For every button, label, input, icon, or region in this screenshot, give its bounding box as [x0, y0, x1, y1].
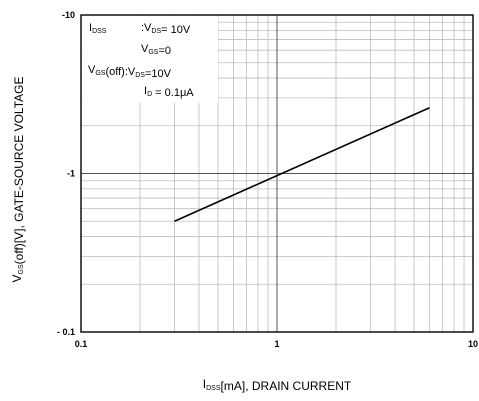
subscript: DS	[151, 28, 161, 35]
annotation-line-2: VGS=0	[141, 43, 171, 57]
text-run: :V	[141, 22, 152, 34]
y-axis-label: VGS(off)[V], GATE-SOURCE VOLTAGE	[10, 77, 26, 283]
series-layer	[174, 106, 430, 222]
text-run: I	[203, 377, 206, 391]
annotation-background	[82, 16, 218, 103]
x-tick-label: 1	[274, 339, 279, 349]
text-run: V	[10, 274, 24, 282]
text-run: (off):V	[105, 66, 135, 78]
text-run: I	[144, 85, 147, 97]
y-tick-label: -1	[67, 169, 75, 179]
subscript: D	[147, 91, 152, 98]
annotation-line-3: VGS(off):VDS=10V	[88, 64, 172, 80]
y-tick-label: - 0.1	[57, 327, 75, 337]
x-axis-label: IDSS[mA], DRAIN CURRENT	[203, 377, 352, 393]
x-tick-label: 10	[468, 339, 478, 349]
y-tick-label: -10	[62, 10, 75, 20]
annotation-line-1: :VDS= 10V	[141, 22, 191, 36]
x-tick-label: 0.1	[75, 339, 88, 349]
subscript: GS	[18, 264, 25, 274]
text-run: = 10V	[161, 24, 191, 36]
subscript: GS	[95, 70, 105, 77]
tick-layer: 0.1 1 10 -10 -1 - 0.1	[57, 10, 478, 349]
text-run: (off)[V], GATE-SOURCE VOLTAGE	[12, 77, 26, 265]
series-line-0	[174, 106, 430, 222]
text-run: V	[88, 64, 96, 76]
annotation-line-4: ID = 0.1μA	[144, 85, 194, 99]
subscript: GS	[148, 49, 158, 56]
text-run: =0	[158, 45, 171, 57]
text-run: = 0.1μA	[152, 87, 194, 99]
grid-major	[81, 15, 473, 332]
text-run: I	[89, 22, 92, 34]
annotation-line-0: IDSS	[89, 22, 107, 35]
subscript: DSS	[92, 28, 107, 35]
text-run: V	[141, 43, 149, 55]
subscript: DS	[135, 72, 145, 79]
text-run: =10V	[145, 68, 172, 80]
text-run: [mA], DRAIN CURRENT	[221, 379, 352, 393]
subscript: DSS	[206, 385, 221, 392]
plot-frame	[80, 14, 474, 333]
